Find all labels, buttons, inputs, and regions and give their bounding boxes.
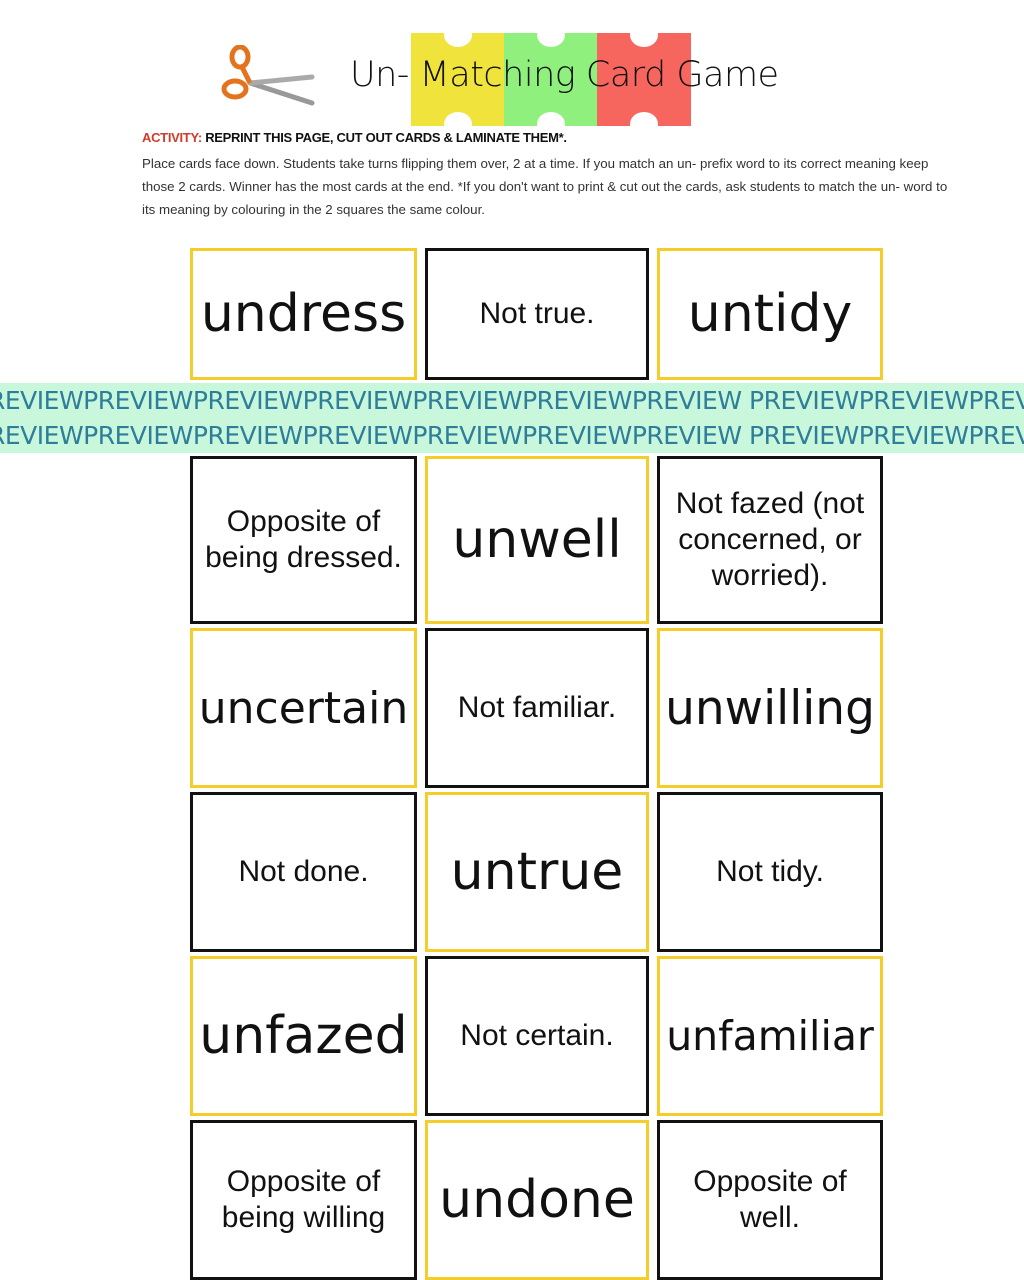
card-definition: Not done. — [238, 855, 369, 888]
page-title: Un- Matching Card Game — [350, 55, 779, 95]
match-card[interactable]: Opposite of being willing — [190, 1120, 417, 1280]
match-card[interactable]: Not tidy. — [657, 792, 883, 952]
match-card[interactable]: Not fazed (not concerned, or worried). — [657, 456, 883, 624]
card-definition: Opposite of being dressed. — [205, 505, 402, 574]
preview-watermark: REVIEWPREVIEWPREVIEWPREVIEWPREVIEWPREVIE… — [0, 383, 1024, 453]
match-card[interactable]: Not done. — [190, 792, 417, 952]
card-definition: Not familiar. — [457, 691, 617, 724]
match-card[interactable]: Not true. — [425, 248, 649, 380]
card-word: uncertain — [198, 682, 409, 734]
card-definition: Not fazed (not concerned, or worried). — [675, 487, 865, 592]
match-card[interactable]: unfazed — [190, 956, 417, 1116]
match-card[interactable]: Not certain. — [425, 956, 649, 1116]
match-card[interactable]: unfamiliar — [657, 956, 883, 1116]
match-card[interactable]: untrue — [425, 792, 649, 952]
match-card[interactable]: undone — [425, 1120, 649, 1280]
watermark-line: REVIEWPREVIEWPREVIEWPREVIEWPREVIEWPREVIE… — [0, 421, 1024, 450]
activity-line: ACTIVITY: REPRINT THIS PAGE, CUT OUT CAR… — [142, 130, 567, 145]
card-definition: Opposite of well. — [693, 1165, 847, 1234]
card-word: undress — [200, 284, 407, 344]
watermark-line: REVIEWPREVIEWPREVIEWPREVIEWPREVIEWPREVIE… — [0, 386, 1024, 415]
match-card[interactable]: uncertain — [190, 628, 417, 788]
card-word: untrue — [450, 842, 624, 902]
card-word: unfazed — [199, 1006, 408, 1066]
scissors-icon — [221, 45, 315, 106]
card-word: unwell — [452, 510, 622, 570]
match-card[interactable]: untidy — [657, 248, 883, 380]
card-word: unwilling — [665, 680, 875, 736]
card-definition: Not tidy. — [716, 855, 824, 888]
card-word: untidy — [687, 284, 853, 344]
match-card[interactable]: unwilling — [657, 628, 883, 788]
puzzle-green — [504, 23, 598, 136]
card-definition: Not true. — [479, 297, 595, 330]
activity-label: ACTIVITY: — [142, 130, 202, 145]
card-word: undone — [439, 1170, 635, 1230]
card-definition: Opposite of being willing — [221, 1165, 386, 1234]
puzzle-yellow — [411, 23, 505, 136]
match-card[interactable]: Opposite of being dressed. — [190, 456, 417, 624]
match-card[interactable]: unwell — [425, 456, 649, 624]
instructions: Place cards face down. Students take tur… — [142, 156, 948, 217]
match-card[interactable]: undress — [190, 248, 417, 380]
match-card[interactable]: Not familiar. — [425, 628, 649, 788]
puzzle-red — [597, 23, 691, 136]
card-definition: Not certain. — [460, 1019, 614, 1052]
activity-text: REPRINT THIS PAGE, CUT OUT CARDS & LAMIN… — [205, 130, 567, 145]
match-card[interactable]: Opposite of well. — [657, 1120, 883, 1280]
card-word: unfamiliar — [666, 1012, 874, 1060]
